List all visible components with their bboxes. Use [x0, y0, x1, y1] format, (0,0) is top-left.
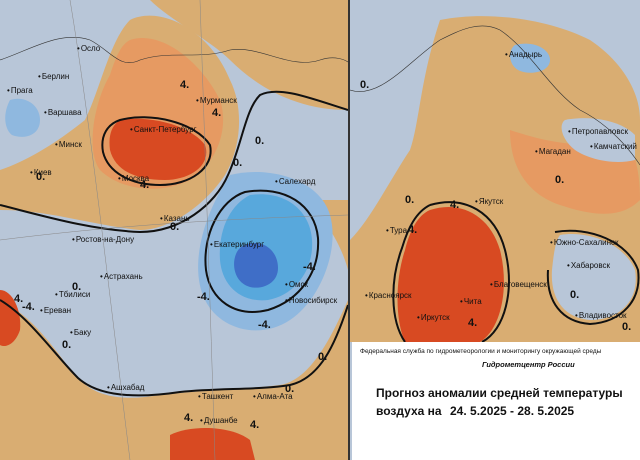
city-label: Тура — [386, 226, 407, 235]
warm-zone-east — [300, 200, 348, 270]
city-label: Омск — [285, 280, 308, 289]
city-label: Тбилиси — [55, 290, 91, 299]
city-label: Берлин — [38, 72, 69, 81]
city-label: Минск — [55, 140, 82, 149]
forecast-title: Прогноз аномалии средней температуры — [376, 386, 623, 400]
city-label: Анадырь — [505, 50, 542, 59]
city-label: Алма-Ата — [253, 392, 293, 401]
city-label: Хабаровск — [567, 261, 610, 270]
city-label: Баку — [70, 328, 91, 337]
agency-name: Федеральная служба по гидрометеорологии … — [360, 348, 602, 355]
city-label: Казань — [160, 214, 190, 223]
city-label: Екатеринбург — [210, 240, 264, 249]
isoline-label: 4. — [250, 419, 260, 431]
city-label: Камчатский — [590, 142, 637, 151]
isoline-label: 0. — [555, 174, 565, 186]
info-box: Федеральная служба по гидрометеорологии … — [352, 342, 640, 460]
isoline-label: 4. — [450, 199, 460, 211]
isoline-label: 0. — [570, 289, 580, 301]
isoline-label: -4. — [22, 301, 35, 313]
city-label: Чита — [460, 297, 482, 306]
city-label: Салехард — [275, 177, 316, 186]
isoline-cold-east — [204, 189, 320, 313]
city-label: Магадан — [535, 147, 571, 156]
city-label: Красноярск — [365, 291, 412, 300]
isoline-label: 0. — [318, 351, 328, 363]
isoline-label: 4. — [180, 79, 190, 91]
city-label: Якутск — [475, 197, 503, 206]
coastline — [0, 36, 348, 63]
isoline-label: -4. — [258, 319, 271, 331]
isoline-label: 4. — [408, 224, 418, 236]
cold-zone-sakhalin — [551, 234, 636, 320]
isoline-label: 4. — [468, 317, 478, 329]
left-map-panel: Осло Берлин Прага Варшава Минск Санкт-Пе… — [0, 0, 350, 460]
city-label: Петропавловск — [568, 127, 628, 136]
coastline — [350, 25, 640, 166]
city-label: Ашхабад — [107, 383, 145, 392]
city-label: Варшава — [44, 108, 82, 117]
isoline-label: 4. — [184, 412, 194, 424]
isoline-label: 0. — [360, 79, 370, 91]
left-anomaly-map — [0, 0, 348, 460]
isoline-label: 0. — [72, 281, 82, 293]
city-label: Санкт-Петербург — [130, 125, 197, 134]
city-label: Мурманск — [196, 96, 237, 105]
city-label: Ростов-на-Дону — [72, 235, 134, 244]
city-label: Душанбе — [200, 416, 238, 425]
strong-warm-zone — [397, 206, 504, 342]
isoline-zero-south — [0, 299, 348, 397]
isoline-label: 0. — [622, 321, 632, 333]
cold-zone-west — [5, 98, 41, 137]
isoline-label: 0. — [36, 171, 46, 183]
forecast-title-line2: воздуха на — [376, 404, 442, 418]
right-map-panel: Анадырь Петропавловск Магадан Камчатский… — [350, 0, 640, 460]
isoline-label: -4. — [303, 261, 316, 273]
city-label: Прага — [7, 86, 33, 95]
isoline-label: 4. — [14, 293, 24, 305]
warm-zone-south — [0, 300, 348, 460]
city-label: Иркутск — [417, 313, 450, 322]
isoline-label: 4. — [140, 179, 150, 191]
center-name: Гидрометцентр России — [482, 360, 575, 369]
isoline-label: 4. — [212, 107, 222, 119]
city-label: Благовещенск — [490, 280, 547, 289]
isoline-warm — [392, 201, 510, 343]
city-label: Южно-Сахалинск — [550, 238, 619, 247]
city-label: Новосибирск — [285, 296, 337, 305]
city-label: Владивосток — [575, 311, 627, 320]
isoline-label: -4. — [197, 291, 210, 303]
isoline-label: 0. — [170, 221, 180, 233]
city-label: Ереван — [40, 306, 71, 315]
isoline-label: 0. — [285, 383, 295, 395]
isoline-label: 0. — [255, 135, 265, 147]
city-label: Астрахань — [100, 272, 143, 281]
city-label: Ташкент — [198, 392, 234, 401]
very-cold-core — [234, 242, 278, 288]
city-label: Осло — [77, 44, 100, 53]
city-label: Москва — [118, 174, 149, 183]
isoline-label: 0. — [233, 157, 243, 169]
isoline-label: 0. — [62, 339, 72, 351]
strong-warm-zone — [109, 118, 207, 180]
city-label: Киев — [30, 168, 52, 177]
forecast-date-range: 24. 5.2025 - 28. 5.2025 — [450, 404, 575, 418]
warm-spot-south — [170, 428, 255, 460]
isoline-zero-main — [0, 90, 348, 234]
isoline-label: 0. — [405, 194, 415, 206]
warm-zone-north — [150, 0, 348, 110]
